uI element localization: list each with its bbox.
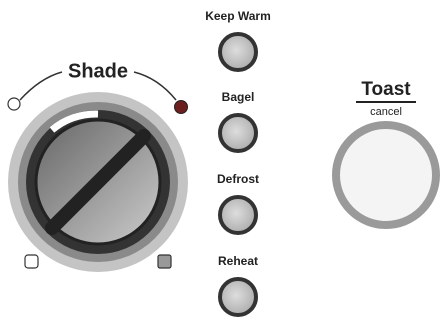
control-panel: Shade Keep Warm Bagel Defrost Reheat Toa… [0, 0, 440, 318]
button-label: Keep Warm [205, 9, 271, 23]
bagel-button[interactable] [220, 115, 256, 151]
shade-arc-left [20, 72, 62, 100]
defrost-button[interactable] [220, 197, 256, 233]
keep-warm-button[interactable] [220, 34, 256, 70]
shade-arc-right [134, 72, 176, 100]
reheat-button[interactable] [220, 279, 256, 315]
light-indicator [8, 98, 20, 110]
dark-square [158, 255, 171, 268]
function-buttons: Keep Warm Bagel Defrost Reheat [205, 9, 271, 315]
button-label: Defrost [217, 172, 259, 186]
toast-label: Toast [361, 79, 411, 100]
button-label: Bagel [222, 90, 255, 104]
toast-button[interactable] [336, 125, 436, 225]
light-square [25, 255, 38, 268]
cancel-label: cancel [370, 106, 402, 118]
shade-label: Shade [68, 60, 128, 82]
button-label: Reheat [218, 254, 258, 268]
shade-dial[interactable]: Shade [8, 60, 188, 272]
dark-indicator [175, 101, 188, 114]
toast-control: Toast cancel [336, 79, 436, 225]
